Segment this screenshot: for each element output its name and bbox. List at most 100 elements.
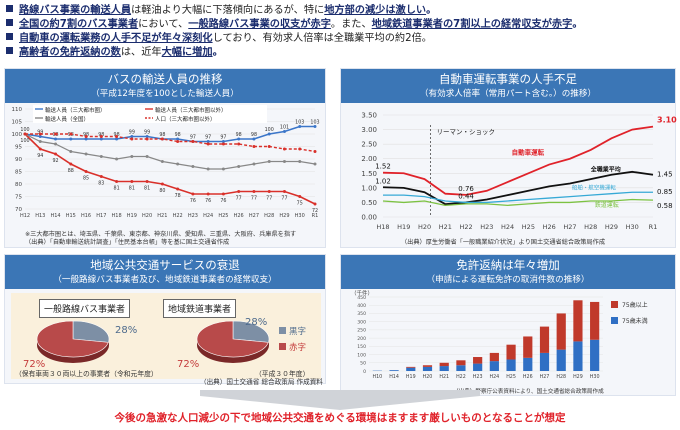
pie1-label: 一般路線バス事業者	[39, 299, 131, 318]
license-bar-over75	[590, 301, 600, 340]
bus-data-label: 98	[251, 132, 257, 138]
transit-panel-subtitle: （一般路線バス事業者及び、地域鉄道事業者の経常収支）	[53, 275, 277, 285]
pie-legend-swatch	[279, 343, 286, 350]
bus-data-point	[54, 132, 58, 136]
driver-ytick-label: 1.50	[361, 170, 377, 178]
bus-data-point	[237, 142, 241, 146]
bus-xtick-label: H20	[142, 213, 152, 219]
pie1-black-pct: 28%	[115, 325, 137, 336]
bullet-square-icon	[6, 47, 13, 54]
bus-xtick-label: H19	[127, 213, 137, 219]
license-bar-under75	[539, 352, 550, 371]
license-bar-over75	[422, 365, 433, 367]
bus-data-point	[221, 192, 225, 196]
bus-legend-label: 輸送人員（三大都市圏以外）	[155, 106, 227, 114]
bus-data-label: 97	[220, 135, 226, 141]
bus-data-label: 78	[175, 193, 181, 199]
driver-data-label: 0.44	[458, 192, 474, 200]
driver-panel-title: 自動車運転事業の人手不足	[439, 72, 577, 86]
bus-xtick-label: H16	[81, 213, 91, 219]
license-xtick-label: H23	[473, 374, 483, 380]
bus-ytick-label: 80	[15, 182, 22, 188]
bus-data-point	[206, 167, 210, 171]
bus-xtick-label: H27	[249, 213, 259, 219]
pie2-label: 地域鉄道事業者	[163, 299, 237, 318]
bus-data-label: 76	[190, 198, 196, 204]
driver-series-label: 自動車運転	[512, 148, 545, 157]
driver-xtick-label: H28	[584, 223, 597, 231]
bus-data-point	[282, 147, 286, 151]
bus-ytick-label: 90	[15, 157, 22, 163]
bus-data-point	[313, 125, 317, 128]
bus-data-point	[160, 182, 164, 186]
license-xtick-label: H24	[489, 374, 499, 380]
license-ytick-label: 250	[357, 328, 366, 334]
bus-ytick-label: 85	[15, 170, 22, 176]
license-xtick-label: H25	[506, 374, 516, 380]
driver-data-label: 0.85	[657, 188, 673, 196]
bus-legend-bg	[33, 105, 157, 114]
bus-data-point	[99, 155, 103, 158]
license-bar-under75	[389, 370, 399, 371]
license-ytick-label: 450	[357, 295, 366, 301]
bus-data-point	[267, 160, 271, 163]
bus-series-line	[24, 125, 315, 143]
license-legend-label: 75歳以上	[622, 301, 648, 309]
driver-xtick-label: H23	[480, 223, 493, 231]
bus-xtick-label: H30	[295, 213, 305, 219]
license-ytick-label: 200	[357, 336, 366, 342]
driver-xtick-label: R1	[649, 223, 658, 231]
bus-data-point	[160, 160, 164, 163]
license-bar-over75	[489, 352, 499, 362]
bus-data-point	[252, 190, 256, 193]
license-xtick-label: H30	[590, 374, 600, 380]
bus-data-point	[69, 162, 73, 166]
bus-data-label: 88	[68, 168, 74, 174]
driver-series-label: 全職業平均	[590, 166, 621, 174]
bus-data-label: 77	[236, 196, 242, 202]
bus-data-point	[206, 142, 210, 146]
bus-data-point	[160, 137, 164, 141]
driver-shortage-panel: 自動車運転事業の人手不足 （有効求人倍率（常用パート含む。）の推移） 0.00 0…	[340, 68, 677, 248]
bus-data-point	[282, 160, 286, 163]
bus-data-label: 103	[310, 120, 319, 126]
bullet-square-icon	[6, 5, 13, 12]
bus-data-label: 101	[280, 125, 289, 131]
license-bar-under75	[406, 367, 416, 371]
license-xtick-label: H20	[423, 374, 433, 380]
driver-data-label: 1.45	[657, 171, 673, 179]
pie-slice	[36, 320, 109, 358]
bus-data-point	[267, 145, 271, 148]
bus-data-point	[99, 137, 103, 141]
pie-slice	[232, 320, 270, 343]
driver-data-label: 0.76	[458, 185, 474, 193]
bus-data-label: 99	[144, 130, 150, 136]
license-bar-under75	[556, 349, 566, 371]
bus-data-point	[69, 137, 73, 141]
bus-data-point	[282, 130, 286, 133]
bus-ridership-panel: バスの輸送人員の推移 （平成12年度を100とした輸送人員） 70 75 80 85 9…	[4, 68, 326, 248]
pie-legend-swatch	[279, 327, 286, 334]
bus-data-point	[313, 162, 317, 166]
bus-xtick-label: H13	[35, 213, 45, 219]
license-panel-subtitle: （申請による運転免許の取消件数の推移）	[426, 275, 590, 285]
driver-panel-subtitle: （有効求人倍率（常用パート含む。）の推移）	[419, 89, 597, 99]
bus-panel-header: バスの輸送人員の推移 （平成12年度を100とした輸送人員）	[5, 69, 325, 103]
bus-chart-note: ※三大都市圏とは、埼玉県、千葉県、東京都、神奈川県、愛知県、三重県、大阪府、兵庫…	[25, 231, 297, 238]
bus-ytick-label: 70	[15, 207, 22, 213]
license-bar-over75	[556, 313, 566, 350]
bus-data-label: 100	[265, 127, 274, 133]
bus-panel-title: バスの輸送人員の推移	[107, 72, 223, 86]
bus-data-label: 100	[20, 127, 29, 133]
license-xtick-label: H28	[556, 374, 566, 380]
bullet-3: 自動車の運転業務の人手不足が年々深刻化しており、有効求人倍率は全職業平均の約2倍…	[6, 32, 432, 45]
driver-ytick-label: 0.00	[361, 214, 377, 222]
bus-xtick-label: R1	[312, 213, 319, 219]
bus-legend-label: 輸送人員（全国）	[45, 115, 89, 123]
license-ytick-label: 150	[357, 344, 366, 350]
bus-xtick-label: H18	[112, 213, 122, 219]
bus-ytick-label: 105	[12, 120, 23, 126]
bus-data-point	[115, 180, 119, 183]
bus-xtick-label: H25	[218, 213, 228, 219]
bus-data-label: 76	[220, 198, 226, 204]
